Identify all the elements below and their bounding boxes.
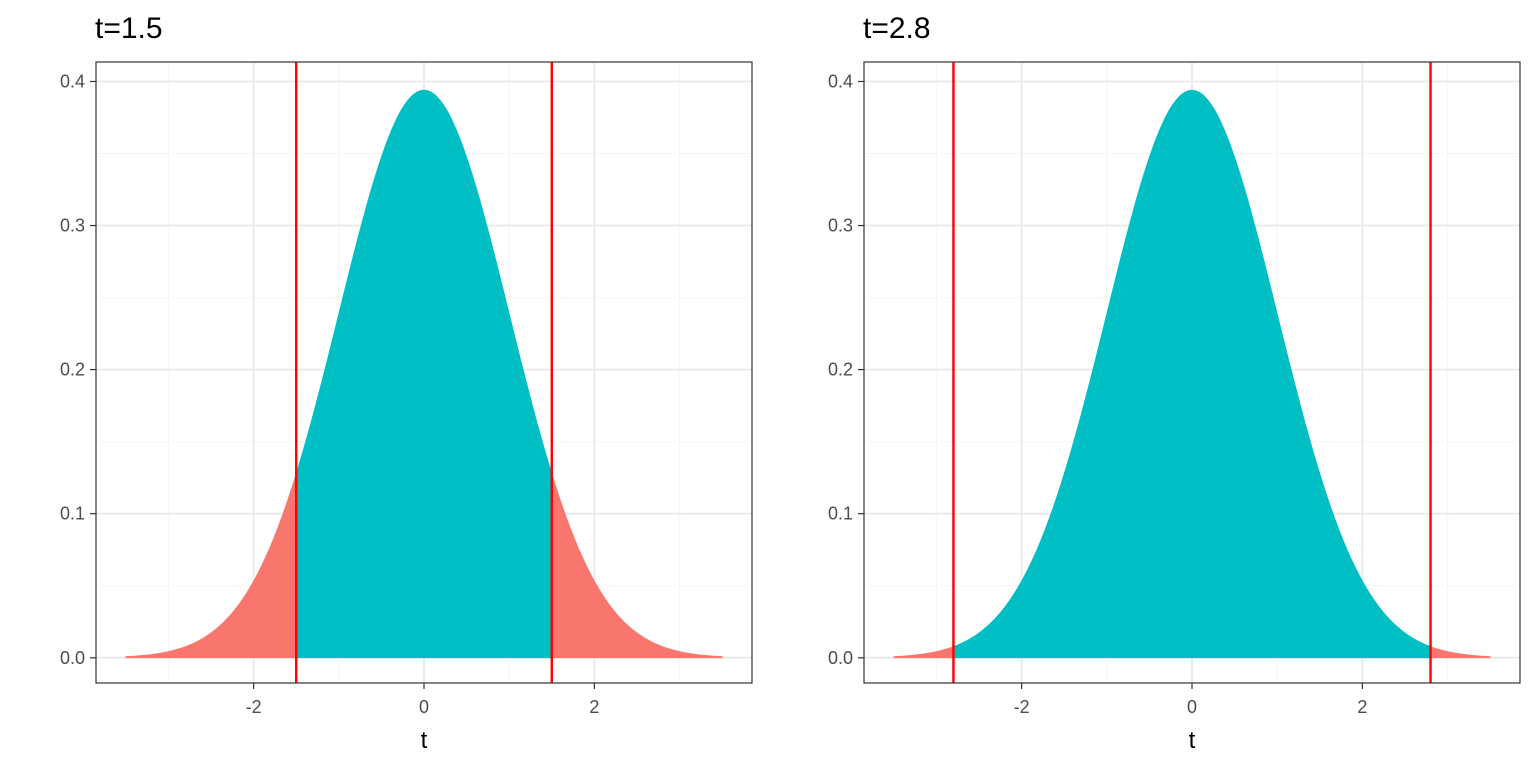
density-plot: 0.0 0.1 0.2 0.3 0.4 -2 0 2 t xyxy=(828,61,1521,754)
chart-title: t=2.8 xyxy=(863,12,931,45)
chart-title: t=1.5 xyxy=(95,12,163,45)
y-tick-label: 0.0 xyxy=(60,648,85,668)
tail-area xyxy=(125,473,297,659)
y-tick-label: 0.0 xyxy=(828,648,853,668)
x-tick-label: 2 xyxy=(589,697,599,717)
tail-area xyxy=(551,473,723,659)
x-tick-label: -2 xyxy=(1014,697,1030,717)
chart-panel-left: t=1.5 0.0 0.1 0.2 0.3 0.4 -2 0 2 t xyxy=(60,12,753,754)
chart-panel-right: t=2.8 0.0 0.1 0.2 0.3 0.4 -2 0 2 t xyxy=(768,0,1536,768)
y-tick-label: 0.2 xyxy=(828,360,853,380)
x-tick-label: -2 xyxy=(246,697,262,717)
x-tick-label: 0 xyxy=(1187,697,1197,717)
central-area xyxy=(953,89,1431,659)
y-tick-label: 0.1 xyxy=(60,504,85,524)
y-tick-label: 0.4 xyxy=(828,71,853,91)
y-tick-label: 0.4 xyxy=(60,71,85,91)
central-area xyxy=(295,89,553,659)
tail-area xyxy=(893,646,954,659)
x-axis-title: t xyxy=(1189,727,1196,754)
y-tick-label: 0.3 xyxy=(828,216,853,236)
x-axis-title: t xyxy=(421,727,428,754)
y-tick-label: 0.2 xyxy=(60,360,85,380)
density-plot: 0.0 0.1 0.2 0.3 0.4 -2 0 2 t xyxy=(60,61,753,754)
x-tick-label: 2 xyxy=(1357,697,1367,717)
x-tick-label: 0 xyxy=(419,697,429,717)
y-tick-label: 0.1 xyxy=(828,504,853,524)
y-tick-label: 0.3 xyxy=(60,216,85,236)
tail-area xyxy=(1430,646,1491,659)
